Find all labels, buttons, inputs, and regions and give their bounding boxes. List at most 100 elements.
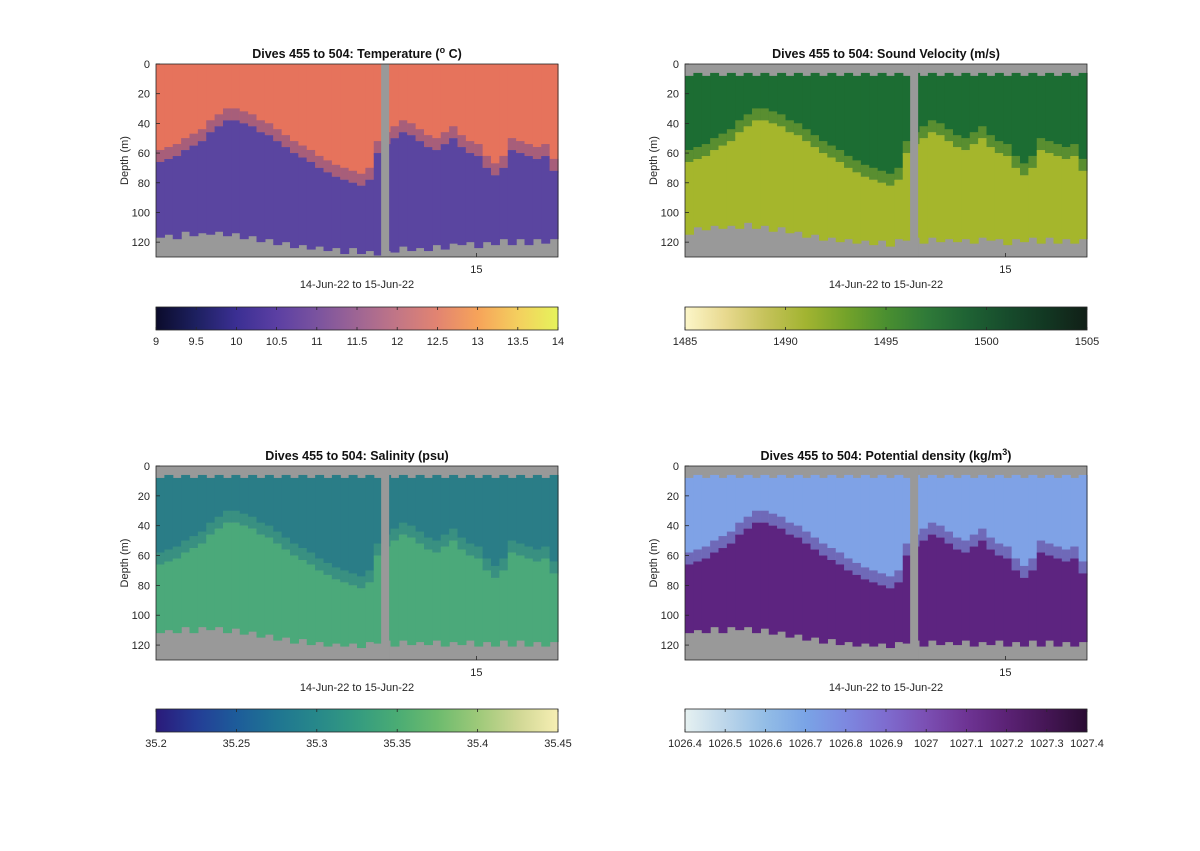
salinity-transition-cell xyxy=(541,546,551,561)
sound-velocity-transition-cell xyxy=(1036,138,1046,153)
sound-velocity-transition-cell xyxy=(860,164,870,179)
potential-density-surface-cell xyxy=(927,474,937,535)
sound-velocity-surface-cell xyxy=(768,75,778,124)
sound-velocity-transition-cell xyxy=(785,120,795,135)
temperature-deep-cell xyxy=(156,161,165,238)
potential-density-deep-cell xyxy=(777,528,787,632)
sound-velocity-deep-cell xyxy=(1028,167,1038,238)
salinity-transition-cell xyxy=(156,552,165,567)
temperature-transition-cell xyxy=(256,120,266,135)
salinity-surface-cell xyxy=(239,477,249,526)
temperature-transition-cell xyxy=(449,126,459,141)
sound-velocity-transition-cell xyxy=(877,170,887,185)
salinity-transition-cell xyxy=(424,537,433,552)
salinity-surface-cell xyxy=(281,474,291,550)
potential-density-deep-cell xyxy=(1078,573,1088,643)
potential-density-surface-cell xyxy=(793,474,803,538)
potential-density-surface-cell xyxy=(827,474,837,561)
salinity-surface-cell xyxy=(365,474,375,583)
sound-velocity-deep-cell xyxy=(877,182,887,241)
potential-density-y-tick-label: 20 xyxy=(667,491,679,503)
temperature-transition-cell xyxy=(340,167,350,182)
temperature-deep-cell xyxy=(306,161,316,250)
sound-velocity-transition-cell xyxy=(793,123,803,138)
temperature-deep-cell xyxy=(491,175,500,246)
salinity-deep-cell xyxy=(223,522,232,634)
potential-density-surface-cell xyxy=(777,474,787,529)
salinity-y-tick-label: 0 xyxy=(144,461,150,473)
potential-density-deep-cell xyxy=(944,543,954,643)
temperature-surface-cell xyxy=(532,64,542,160)
salinity-transition-cell xyxy=(457,537,467,552)
sound-velocity-surface-cell xyxy=(844,72,854,168)
sound-velocity-surface-cell xyxy=(877,72,887,183)
potential-density-transition-cell xyxy=(1020,565,1029,580)
sound-velocity-transition-cell xyxy=(1070,144,1080,159)
sound-velocity-surface-cell xyxy=(777,72,787,127)
sound-velocity-surface-cell xyxy=(1053,75,1063,157)
salinity-deep-cell xyxy=(206,534,216,631)
sound-velocity-y-tick-label: 20 xyxy=(667,89,679,101)
temperature-colorbar-tick-label: 9.5 xyxy=(189,336,204,348)
temperature-transition-cell xyxy=(499,155,509,170)
salinity-deep-cell xyxy=(273,543,283,641)
salinity-deep-cell xyxy=(482,570,492,643)
potential-density-surface-cell xyxy=(718,477,728,549)
potential-density-deep-cell xyxy=(752,522,761,634)
temperature-y-tick-label: 100 xyxy=(132,207,150,219)
temperature-surface-cell xyxy=(290,64,299,154)
sound-velocity-deep-cell xyxy=(752,120,761,229)
potential-density-surface-cell xyxy=(852,477,862,575)
salinity-surface-cell xyxy=(415,474,425,544)
sound-velocity-transition-cell xyxy=(726,129,736,144)
potential-density-transition-cell xyxy=(760,510,770,525)
sound-velocity-title: Dives 455 to 504: Sound Velocity (m/s) xyxy=(772,47,1000,61)
salinity-transition-cell xyxy=(248,516,258,531)
potential-density-deep-cell xyxy=(1020,577,1029,647)
temperature-transition-cell xyxy=(214,114,224,129)
salinity-transition-cell xyxy=(507,540,517,555)
temperature-x-axis-label: 14-Jun-22 to 15-Jun-22 xyxy=(300,279,414,291)
potential-density-colorbar-tick-label: 1027.2 xyxy=(990,738,1024,750)
potential-density-transition-cell xyxy=(802,531,812,546)
potential-density-transition-cell xyxy=(693,549,703,564)
potential-density-colorbar-tick-label: 1026.9 xyxy=(869,738,903,750)
sound-velocity-transition-cell xyxy=(936,123,946,138)
salinity-data-columns xyxy=(156,474,559,649)
potential-density-surface-cell xyxy=(986,477,996,550)
potential-density-deep-cell xyxy=(852,574,862,647)
salinity-deep-cell xyxy=(340,582,350,647)
salinity-transition-cell xyxy=(432,540,442,555)
potential-density-transition-cell xyxy=(953,537,962,552)
potential-density-deep-cell xyxy=(860,579,870,644)
temperature-deep-cell xyxy=(290,153,299,249)
sound-velocity-transition-cell xyxy=(768,111,778,126)
potential-density-deep-cell xyxy=(877,585,887,644)
salinity-transition-cell xyxy=(223,510,232,525)
potential-density-surface-cell xyxy=(978,474,988,541)
temperature-deep-cell xyxy=(507,150,517,246)
sound-velocity-deep-cell xyxy=(1078,170,1088,240)
temperature-surface-cell xyxy=(432,64,442,151)
sound-velocity-deep-cell xyxy=(802,141,812,238)
temperature-surface-cell xyxy=(440,64,450,145)
salinity-x-tick-label: 15 xyxy=(470,667,482,679)
potential-density-transition-cell xyxy=(726,531,736,546)
potential-density-transition-cell xyxy=(1045,543,1055,558)
salinity-deep-cell xyxy=(181,552,191,628)
temperature-deep-cell xyxy=(298,157,308,246)
sound-velocity-deep-cell xyxy=(827,157,837,238)
temperature-data-columns xyxy=(156,64,559,256)
temperature-colorbar-tick-label: 13.5 xyxy=(507,336,528,348)
salinity-deep-cell xyxy=(306,564,316,646)
potential-density-axes-frame xyxy=(684,465,1088,661)
salinity-surface-cell xyxy=(348,474,358,586)
potential-density-deep-cell xyxy=(869,582,879,647)
salinity-surface-cell xyxy=(340,477,350,583)
salinity-deep-cell xyxy=(290,555,299,644)
sound-velocity-surface-cell xyxy=(793,72,803,136)
salinity-y-tick-label: 20 xyxy=(138,491,150,503)
sound-velocity-transition-cell xyxy=(986,135,996,150)
salinity-deep-cell xyxy=(214,528,224,628)
salinity-transition-cell xyxy=(298,548,308,563)
